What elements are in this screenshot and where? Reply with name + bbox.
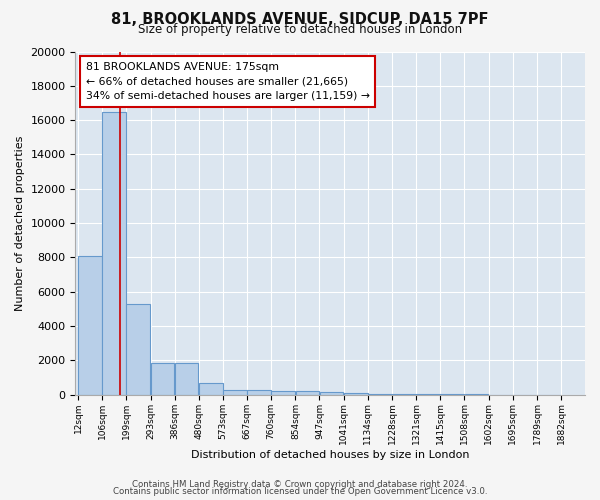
Bar [78, 256, 102, 394]
X-axis label: Distribution of detached houses by size in London: Distribution of detached houses by size … [191, 450, 469, 460]
Bar [127, 304, 150, 394]
Bar [320, 392, 343, 394]
Text: Contains public sector information licensed under the Open Government Licence v3: Contains public sector information licen… [113, 487, 487, 496]
Bar [223, 390, 247, 394]
Text: Size of property relative to detached houses in London: Size of property relative to detached ho… [138, 22, 462, 36]
Text: 81 BROOKLANDS AVENUE: 175sqm
← 66% of detached houses are smaller (21,665)
34% o: 81 BROOKLANDS AVENUE: 175sqm ← 66% of de… [86, 62, 370, 102]
Text: Contains HM Land Registry data © Crown copyright and database right 2024.: Contains HM Land Registry data © Crown c… [132, 480, 468, 489]
Bar [247, 390, 271, 394]
Bar [103, 112, 126, 395]
Y-axis label: Number of detached properties: Number of detached properties [15, 136, 25, 311]
Bar [175, 363, 199, 394]
Bar [151, 363, 175, 394]
Bar [296, 391, 319, 394]
Text: 81, BROOKLANDS AVENUE, SIDCUP, DA15 7PF: 81, BROOKLANDS AVENUE, SIDCUP, DA15 7PF [111, 12, 489, 28]
Bar [199, 382, 223, 394]
Bar [271, 391, 295, 394]
